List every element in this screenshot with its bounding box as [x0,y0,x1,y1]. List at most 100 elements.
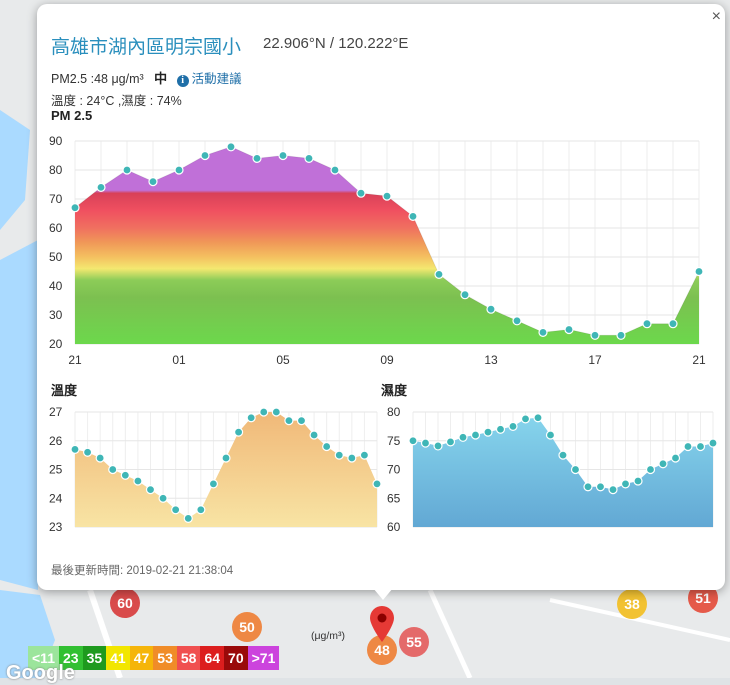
legend-item: 70 [224,646,248,670]
data-point[interactable] [668,319,678,329]
data-point[interactable] [483,427,493,437]
data-point[interactable] [708,438,717,448]
legend-item: 47 [129,646,154,670]
water-area-west [0,240,38,590]
data-point[interactable] [495,424,506,434]
data-point[interactable] [508,421,518,431]
data-point[interactable] [694,266,704,277]
data-point[interactable] [122,165,132,175]
x-tick-label: 17 [588,353,602,367]
data-point[interactable] [460,290,470,300]
y-tick-label: 80 [49,163,63,177]
data-point[interactable] [445,437,456,447]
data-point[interactable] [558,450,568,460]
data-point[interactable] [70,444,80,454]
legend-item: 58 [176,646,201,670]
data-point[interactable] [296,416,307,426]
data-point[interactable] [347,453,357,463]
data-point[interactable] [470,430,481,440]
data-point[interactable] [304,153,314,163]
data-point[interactable] [284,416,294,426]
y-tick-label: 65 [387,491,401,505]
data-point[interactable] [533,413,543,423]
data-point[interactable] [372,479,381,489]
data-point[interactable] [95,453,105,463]
data-point[interactable] [570,464,581,475]
data-point[interactable] [252,153,262,163]
data-point[interactable] [520,414,531,424]
data-point[interactable] [645,464,656,475]
data-point[interactable] [271,407,281,417]
data-point[interactable] [278,150,288,161]
data-point[interactable] [221,453,231,463]
map-marker[interactable]: 50 [232,612,262,642]
level-badge: 中 [154,71,168,86]
data-point[interactable] [226,142,236,152]
data-point[interactable] [670,453,681,463]
data-point[interactable] [683,441,693,452]
data-point[interactable] [259,407,269,417]
data-point[interactable] [120,470,130,480]
map-marker[interactable]: 55 [399,627,429,657]
legend-item: 35 [82,646,107,670]
data-point[interactable] [208,479,219,489]
data-point[interactable] [196,505,206,515]
humidity-chart-title: 濕度 [381,383,408,398]
data-point[interactable] [695,441,706,452]
data-point[interactable] [322,441,332,452]
data-point[interactable] [309,430,319,440]
data-point[interactable] [590,330,600,340]
legend-unit: (μg/m³) [311,630,346,642]
data-point[interactable] [334,450,344,460]
y-tick-label: 20 [49,337,63,351]
data-point[interactable] [158,493,168,503]
data-point[interactable] [608,485,618,495]
activity-advice-link[interactable]: 活動建議 [191,72,242,86]
data-point[interactable] [233,427,244,437]
y-tick-label: 70 [387,463,401,477]
data-point[interactable] [70,203,80,213]
location-pin-icon[interactable] [368,604,396,644]
data-point[interactable] [545,430,556,440]
data-point[interactable] [564,324,574,335]
data-point[interactable] [82,447,93,457]
data-point[interactable] [658,459,668,469]
data-point[interactable] [359,450,370,460]
y-tick-label: 23 [49,520,63,532]
data-point[interactable] [148,176,158,187]
data-point[interactable] [183,513,193,523]
data-point[interactable] [616,330,626,340]
data-point[interactable] [595,482,606,492]
pm25-chart-title: PM 2.5 [51,108,93,123]
data-point[interactable] [458,432,468,442]
data-point[interactable] [133,476,143,486]
data-point[interactable] [330,165,340,175]
data-point[interactable] [486,304,496,314]
humidity-chart: 60 65 70 75 80 [387,405,717,532]
data-point[interactable] [408,211,418,222]
info-icon[interactable]: i [176,75,189,87]
data-point[interactable] [633,476,643,486]
data-point[interactable] [174,165,184,175]
data-point[interactable] [434,269,444,279]
data-point[interactable] [512,316,522,326]
data-point[interactable] [382,191,392,201]
data-point[interactable] [171,505,181,515]
data-point[interactable] [356,188,366,198]
data-point[interactable] [108,464,118,475]
humidity-area [413,417,713,527]
data-point[interactable] [420,438,431,448]
data-point[interactable] [642,319,652,329]
close-button[interactable]: × [711,8,721,25]
data-point[interactable] [200,150,210,161]
data-point[interactable] [433,441,443,451]
data-point[interactable] [408,436,418,446]
data-point[interactable] [620,479,631,489]
data-point[interactable] [538,327,548,337]
data-point[interactable] [96,182,106,193]
data-point[interactable] [583,482,593,492]
data-point[interactable] [246,413,256,423]
map-marker[interactable]: 38 [617,589,647,619]
data-point[interactable] [145,485,156,495]
map-marker[interactable]: 60 [110,588,140,618]
